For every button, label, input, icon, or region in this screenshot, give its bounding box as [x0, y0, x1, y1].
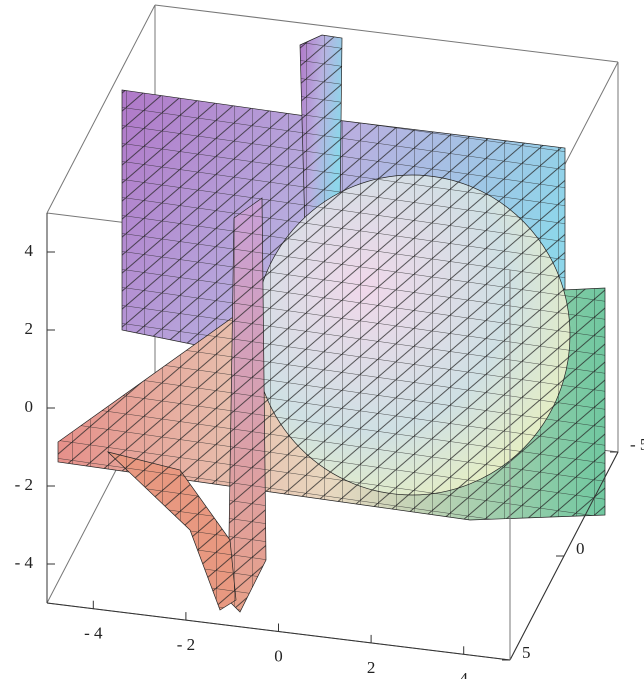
y-tick-label: 0: [576, 539, 585, 558]
x-tick-label: 0: [274, 646, 283, 665]
z-tick-label: 4: [25, 241, 34, 260]
x-tick-label: 2: [367, 658, 376, 677]
y-tick-label: - 5: [630, 435, 644, 454]
box-edge: [155, 5, 618, 62]
z-tick-label: - 2: [15, 475, 33, 494]
x-tick-label: 4: [459, 669, 468, 679]
vertical-sheet-mesh: [228, 198, 266, 612]
chart: - 4 - 2 0 2 4 4 2 0 - 2 - 4 - 5 0 5: [0, 0, 644, 679]
x-tick-label: - 2: [177, 635, 195, 654]
z-tick-label: 0: [25, 397, 34, 416]
z-tick-label: 2: [25, 319, 34, 338]
y-tick-label: 5: [522, 643, 531, 662]
surfaces: [58, 35, 605, 612]
sphere-mesh: [254, 175, 570, 495]
x-tick-label: - 4: [84, 624, 103, 643]
z-tick-label: - 4: [15, 553, 34, 572]
